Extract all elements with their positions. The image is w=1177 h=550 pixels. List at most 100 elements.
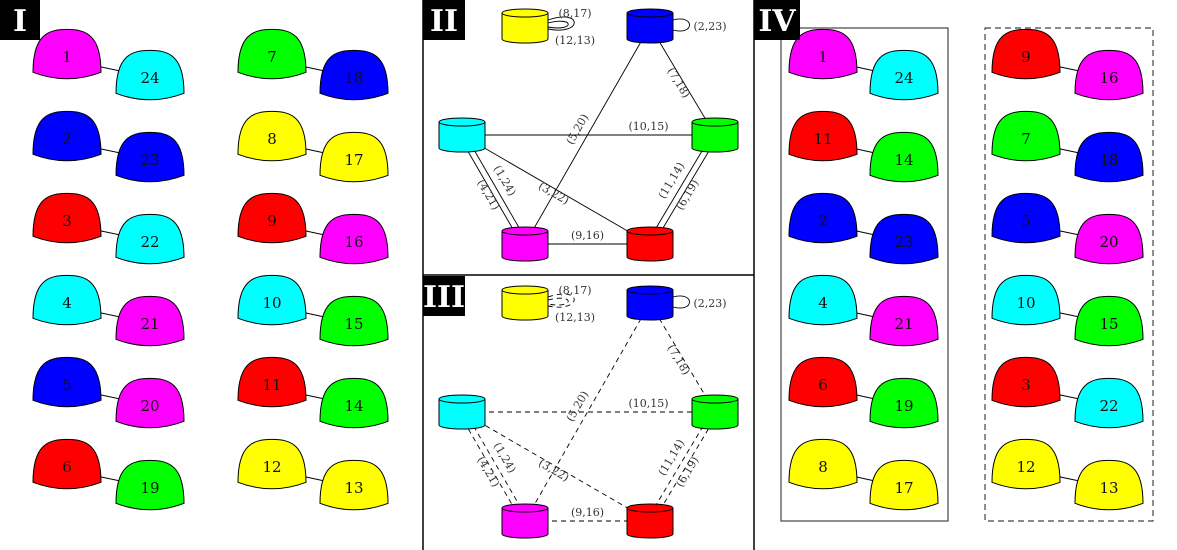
group-b-pair-12-13-second: 13 [1074,459,1144,511]
node-shape [32,28,102,80]
cylinder-body [626,13,674,44]
node-shape [1074,459,1144,511]
node-shape [991,274,1061,326]
node-shape [237,192,307,244]
loop-yellow-1 [547,16,575,31]
edge-B-G [649,302,716,413]
node-label: 21 [894,315,913,333]
group-a-pair-8-17-second: 17 [869,459,939,511]
node-label: 7 [1021,130,1031,148]
cylinder-top [501,285,549,295]
loop-blue [672,18,690,32]
edge-label: (3,22) [536,179,571,207]
group-a-pair-2-23-second: 23 [869,213,939,265]
group-b-pair-7-18-second: 18 [1074,131,1144,183]
edge-B-M [524,302,651,522]
node-shape [788,110,858,162]
svg-text:IV: IV [758,4,796,39]
loop-blue [672,295,690,309]
node-shape [991,28,1061,80]
cylinder-body [501,290,549,321]
node-label: 12 [262,458,281,476]
pair-2-23-first: 2 [32,110,102,162]
loop-yellow-1 [547,293,575,308]
node-shape [115,459,185,511]
node-shape [991,356,1061,408]
cylinder-top [501,503,549,513]
node-label: 4 [818,294,828,312]
node-label: 15 [344,315,363,333]
svg-text:I: I [13,4,27,39]
cylinder-top [501,226,549,236]
node-label: 3 [62,212,72,230]
node-label: 15 [1099,315,1118,333]
node-shape [788,356,858,408]
node-label: 19 [140,479,159,497]
edge-label: (8,17) [558,7,591,20]
pair-5-20-second: 20 [115,377,185,429]
node-label: 5 [1021,212,1031,230]
pair-2-23-second: 23 [115,131,185,183]
node-label: 3 [1021,376,1031,394]
cylinder-top [691,117,739,127]
node-shape [32,274,102,326]
cylinder-top [438,394,486,404]
cylinder-cyan-panel-iii [438,394,486,430]
node-shape [32,438,102,490]
svg-text:III: III [423,280,465,315]
node-shape [869,377,939,429]
node-label: 18 [344,69,363,87]
cylinder-body [691,399,739,430]
group-box-solid [780,27,949,522]
cylinder-yellow-panel-ii [501,8,549,44]
cylinder-body [438,122,486,153]
node-label: 10 [262,294,281,312]
pair-8-17-second: 17 [319,131,389,183]
node-label: 21 [140,315,159,333]
pair-7-18-first: 7 [237,28,307,80]
node-label: 9 [267,212,277,230]
pair-11-14-second: 14 [319,377,389,429]
cylinder-body [691,122,739,153]
loop-yellow-2 [547,20,569,29]
edge-label: (10,15) [628,397,668,410]
node-label: 1 [818,48,828,66]
edge-label: (12,13) [555,311,595,324]
node-shape [788,274,858,326]
cylinder-top [626,8,674,18]
cylinder-magenta-panel-iii [501,503,549,539]
node-label: 16 [344,233,363,251]
group-a-pair-11-14-first: 11 [788,110,858,162]
group-b-pair-3-22-first: 3 [991,356,1061,408]
edge-label: (7,18) [665,342,693,377]
node-label: 1 [62,48,72,66]
pair-1-24-second: 24 [115,49,185,101]
node-shape [869,459,939,511]
edge-C-R [461,411,651,522]
panel-tag-I: I [0,0,40,40]
cylinder-body [501,13,549,44]
node-label: 14 [894,151,913,169]
node-label: 6 [62,458,72,476]
pair-12-13-first: 12 [237,438,307,490]
cylinder-body [626,290,674,321]
node-shape [991,438,1061,490]
pair-9-16-second: 16 [319,213,389,265]
node-shape [869,213,939,265]
node-label: 17 [344,151,363,169]
cylinder-top [626,285,674,295]
pair-3-22-first: 3 [32,192,102,244]
cylinder-body [501,231,549,262]
node-shape [32,192,102,244]
node-shape [319,459,389,511]
node-shape [1074,295,1144,347]
edge-C-R [461,134,651,245]
node-label: 18 [1099,151,1118,169]
edge-B-G [649,25,716,136]
group-b-pair-9-16-first: 9 [991,28,1061,80]
cylinder-body [626,231,674,262]
node-label: 20 [1099,233,1118,251]
group-a-pair-4-21-second: 21 [869,295,939,347]
node-shape [32,356,102,408]
edge-label: (3,22) [536,456,571,484]
